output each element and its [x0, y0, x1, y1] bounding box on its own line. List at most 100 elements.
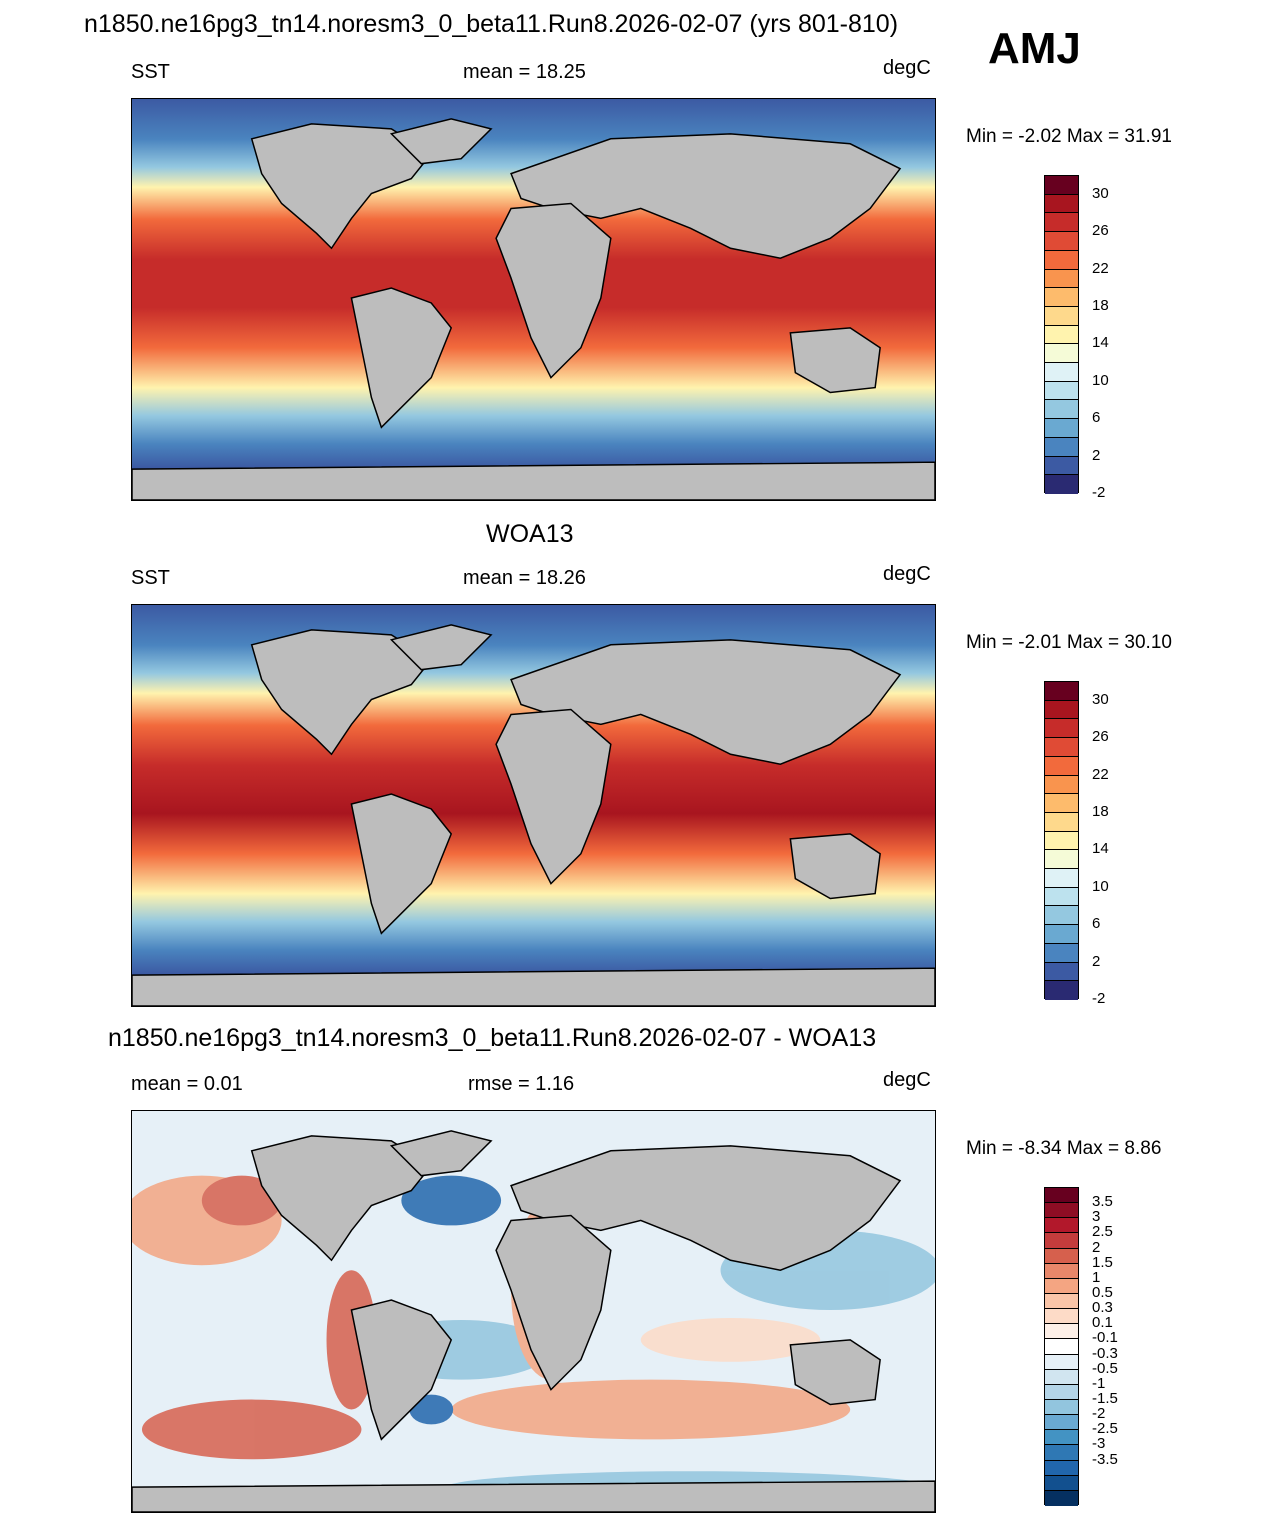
colorbar-swatch [1045, 1415, 1078, 1431]
colorbar-swatch [1045, 1430, 1078, 1446]
colorbar-swatch [1045, 1309, 1078, 1325]
season-label: AMJ [988, 24, 1081, 73]
colorbar-swatch [1045, 1233, 1078, 1249]
panel2-variable: SST [131, 567, 170, 589]
panel2-mean: mean = 18.26 [463, 567, 586, 589]
colorbar-swatch [1045, 288, 1078, 307]
colorbar-tick-label: 14 [1092, 840, 1109, 858]
colorbar-swatch [1045, 887, 1078, 907]
colorbar-tick-label: -3.5 [1092, 1450, 1118, 1468]
panel3-title: n1850.ne16pg3_tn14.noresm3_0_beta11.Run8… [108, 1024, 877, 1052]
colorbar-tick-label: 22 [1092, 765, 1109, 783]
colorbar-swatch [1045, 831, 1078, 851]
colorbar-swatch [1045, 850, 1078, 870]
panel2-minmax: Min = -2.01 Max = 30.10 [966, 632, 1172, 653]
colorbar-swatch [1045, 1399, 1078, 1416]
colorbar-tick-label: -2 [1092, 990, 1106, 1007]
colorbar-tick-label: 2 [1092, 446, 1101, 464]
panel2-units: degC [883, 563, 931, 585]
colorbar-swatch [1045, 1218, 1078, 1234]
colorbar-swatch [1045, 306, 1078, 326]
colorbar-tick-label: 0.1 [1092, 1314, 1113, 1332]
colorbar-swatch [1045, 1278, 1078, 1294]
colorbar-swatch [1045, 925, 1078, 944]
colorbar-swatch [1045, 1460, 1078, 1476]
main-title: n1850.ne16pg3_tn14.noresm3_0_beta11.Run8… [84, 10, 899, 38]
colorbar-swatch [1045, 1384, 1078, 1400]
colorbar-swatch [1045, 1354, 1078, 1370]
colorbar-tick-label: 0.3 [1092, 1299, 1113, 1317]
panel1-minmax: Min = -2.02 Max = 31.91 [966, 126, 1172, 147]
colorbar-tick-label: 26 [1092, 728, 1109, 746]
colorbar-swatch [1045, 1188, 1078, 1204]
colorbar-tick-label: 2 [1092, 1238, 1101, 1256]
colorbar-tick-label: 18 [1092, 296, 1109, 314]
colorbar-diff [1044, 1187, 1079, 1506]
colorbar-swatch [1045, 943, 1078, 963]
colorbar-swatch [1045, 1324, 1078, 1340]
map-difference-sst [131, 1110, 936, 1513]
colorbar-abs-1 [1044, 175, 1079, 494]
colorbar-swatch [1045, 906, 1078, 926]
colorbar-swatch [1045, 869, 1078, 888]
colorbar-tick-label: 10 [1092, 371, 1109, 389]
colorbar-tick-label: -1.5 [1092, 1390, 1118, 1407]
colorbar-tick-label: 30 [1092, 690, 1109, 708]
colorbar-swatch [1045, 213, 1078, 233]
colorbar-swatch [1045, 250, 1078, 270]
map-model-sst [131, 98, 936, 501]
colorbar-swatch [1045, 775, 1078, 795]
colorbar-tick-label: 2.5 [1092, 1223, 1113, 1241]
colorbar-swatch [1045, 419, 1078, 438]
colorbar-swatch [1045, 738, 1078, 757]
colorbar-tick-label: -2 [1092, 1405, 1106, 1423]
colorbar-tick-label: -3 [1092, 1435, 1106, 1453]
colorbar-swatch [1045, 719, 1078, 739]
panel3-minmax: Min = -8.34 Max = 8.86 [966, 1138, 1162, 1159]
colorbar-tick-label: 6 [1092, 409, 1101, 427]
panel3-units: degC [883, 1069, 931, 1091]
panel1-variable: SST [131, 61, 170, 83]
colorbar-swatch [1045, 381, 1078, 401]
colorbar-swatch [1045, 176, 1078, 195]
colorbar-tick-label: 14 [1092, 334, 1109, 352]
map-woa13-sst [131, 604, 936, 1007]
colorbar-tick-label: 0.5 [1092, 1284, 1113, 1301]
colorbar-abs-2 [1044, 681, 1079, 1000]
colorbar-tick-label: -0.3 [1092, 1344, 1118, 1362]
colorbar-tick-label: -0.5 [1092, 1359, 1118, 1377]
colorbar-swatch [1045, 981, 1078, 1000]
colorbar-swatch [1045, 682, 1078, 701]
colorbar-swatch [1045, 700, 1078, 720]
colorbar-swatch [1045, 962, 1078, 982]
panel1-mean: mean = 18.25 [463, 61, 586, 83]
colorbar-tick-label: -1 [1092, 1374, 1106, 1392]
colorbar-swatch [1045, 812, 1078, 832]
colorbar-swatch [1045, 400, 1078, 420]
colorbar-tick-label: 1.5 [1092, 1253, 1113, 1271]
panel3-mean: mean = 0.01 [131, 1073, 243, 1095]
colorbar-tick-label: 3.5 [1092, 1193, 1113, 1211]
colorbar-swatch [1045, 1445, 1078, 1461]
colorbar-tick-label: 30 [1092, 184, 1109, 202]
panel1-units: degC [883, 57, 931, 79]
colorbar-swatch [1045, 794, 1078, 813]
colorbar-tick-label: 26 [1092, 222, 1109, 240]
colorbar-swatch [1045, 1490, 1078, 1506]
colorbar-swatch [1045, 1248, 1078, 1264]
colorbar-tick-label: 2 [1092, 952, 1101, 970]
colorbar-swatch [1045, 1475, 1078, 1491]
colorbar-swatch [1045, 475, 1078, 494]
colorbar-tick-label: 10 [1092, 877, 1109, 895]
colorbar-swatch [1045, 344, 1078, 364]
colorbar-swatch [1045, 1263, 1078, 1279]
colorbar-tick-label: 18 [1092, 802, 1109, 820]
colorbar-swatch [1045, 232, 1078, 251]
colorbar-swatch [1045, 194, 1078, 214]
colorbar-tick-label: 1 [1092, 1268, 1101, 1286]
colorbar-tick-label: 3 [1092, 1208, 1101, 1226]
colorbar-swatch [1045, 1293, 1078, 1310]
colorbar-swatch [1045, 1203, 1078, 1219]
colorbar-swatch [1045, 363, 1078, 382]
colorbar-swatch [1045, 437, 1078, 457]
